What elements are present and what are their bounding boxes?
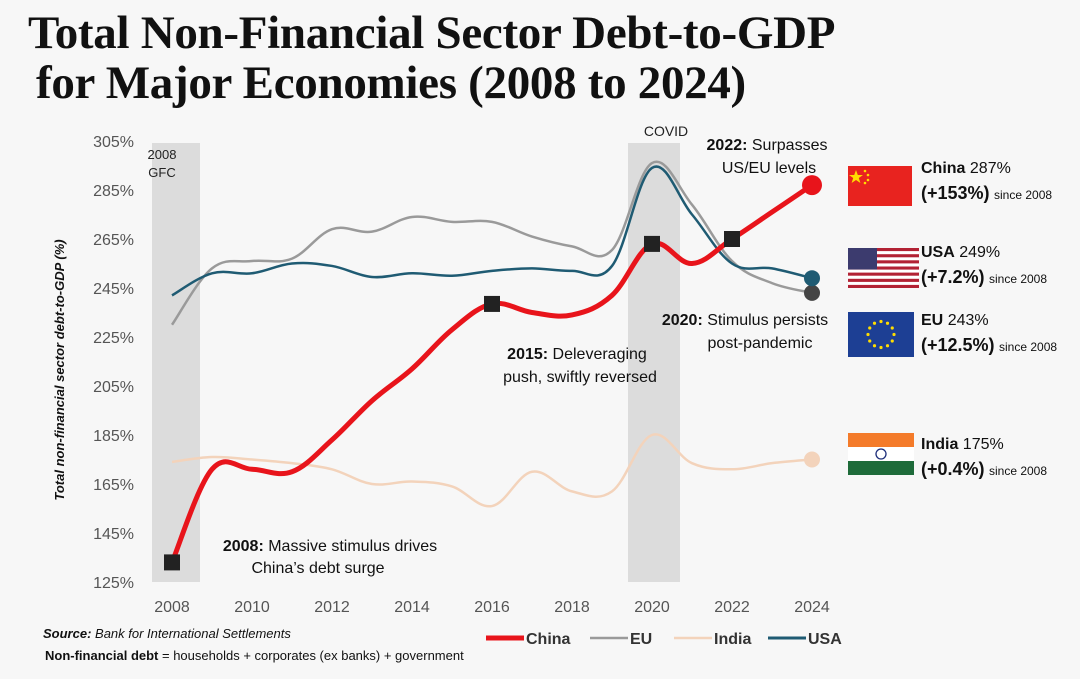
end-point-eu (804, 284, 820, 301)
y-tick-label: 225% (93, 330, 134, 347)
title-line-1: Total Non-Financial Sector Debt-to-GDP (28, 7, 836, 59)
side-change: (+7.2%) (921, 267, 985, 287)
milestone-marker (724, 231, 740, 247)
side-since: since 2008 (994, 188, 1053, 202)
side-change: (+0.4%) (921, 459, 985, 479)
india-flag-icon (848, 433, 914, 475)
series-line-india (171, 433, 813, 508)
legend-label-china: China (526, 631, 571, 648)
y-tick-label: 205% (93, 379, 134, 396)
end-point-china (802, 175, 822, 196)
source-note: Source: Bank for International Settlemen… (43, 626, 291, 641)
eu-star (885, 344, 890, 348)
legend-label-eu: EU (630, 631, 652, 648)
eu-star (879, 319, 883, 324)
y-tick-label: 165% (93, 477, 134, 494)
y-tick-label: 145% (93, 526, 134, 543)
milestone-marker (644, 235, 660, 252)
eu-star (890, 339, 894, 343)
milestone-marker (484, 295, 500, 312)
china-flag-icon (848, 166, 912, 206)
x-tick-label: 2012 (314, 599, 350, 616)
x-tick-label: 2016 (474, 599, 510, 616)
end-point-india (804, 451, 820, 468)
usa-flag-icon (848, 248, 919, 288)
definition-note: Non-financial debt = households + corpor… (45, 648, 464, 663)
eu-star (872, 344, 877, 348)
eu-star (890, 326, 894, 330)
annotation-2020: 2020: Stimulus persists post-pandemic (662, 312, 828, 352)
eu-star (892, 332, 896, 337)
eu-star (866, 332, 870, 337)
series-line-usa (171, 165, 813, 297)
legend-label-india: India (714, 631, 751, 648)
x-tick-label: 2010 (234, 599, 270, 616)
side-since: since 2008 (988, 464, 1048, 478)
y-tick-label: 245% (93, 281, 134, 298)
source-label: Source: (43, 626, 92, 641)
side-value: 249% (959, 244, 1001, 261)
eu-star (868, 339, 872, 343)
x-tick-label: 2024 (794, 599, 830, 616)
y-axis-label: Total non-financial sector debt-to-GDP (… (52, 239, 67, 500)
y-tick-label: 265% (93, 232, 134, 249)
side-since: since 2008 (999, 340, 1058, 354)
side-value: 287% (969, 160, 1011, 177)
eu-star (879, 345, 883, 350)
x-tick-label: 2020 (634, 599, 670, 616)
band-label: 2008 (148, 147, 177, 162)
band-label: COVID (644, 123, 688, 139)
side-name: USA (921, 244, 955, 261)
side-change: (+12.5%) (921, 335, 995, 355)
band-label: GFC (148, 165, 175, 180)
annotation-2008: 2008: Massive stimulus drives China’s deb… (223, 538, 437, 577)
side-since: since 2008 (988, 272, 1048, 286)
side-value: 243% (947, 312, 989, 329)
side-name: EU (921, 312, 944, 329)
end-point-usa (804, 270, 820, 287)
side-change: (+153%) (921, 183, 990, 203)
x-tick-label: 2014 (394, 599, 430, 616)
legend-label-usa: USA (808, 631, 842, 648)
chart-title: Total Non-Financial Sector Debt-to-GDP f… (28, 8, 835, 108)
x-tick-label: 2018 (554, 599, 590, 616)
x-tick-label: 2022 (714, 599, 750, 616)
eu-flag-icon (848, 312, 914, 357)
eu-star (885, 321, 890, 325)
side-name: China (921, 160, 966, 177)
definition-text: = households + corporates (ex banks) + g… (158, 648, 464, 663)
annotation-2015: 2015: Deleveraging push, swiftly reversed (503, 346, 657, 386)
y-tick-label: 125% (93, 575, 134, 592)
eu-star (868, 326, 872, 330)
milestone-marker (164, 554, 180, 571)
annotation-2022: 2022: Surpasses US/EU levels (707, 137, 828, 177)
side-name: India (921, 436, 959, 453)
eu-star (872, 321, 877, 325)
y-tick-label: 285% (93, 183, 134, 200)
series-line-eu (170, 160, 813, 326)
x-tick-label: 2008 (154, 599, 190, 616)
y-tick-label: 185% (93, 428, 134, 445)
title-line-2: for Major Economies (2008 to 2024) (36, 57, 746, 109)
y-tick-label: 305% (93, 134, 134, 151)
side-value: 175% (962, 436, 1004, 453)
definition-label: Non-financial debt (45, 648, 159, 663)
shaded-band (152, 143, 200, 582)
shaded-band (628, 143, 680, 582)
source-text: Bank for International Settlements (91, 626, 291, 641)
